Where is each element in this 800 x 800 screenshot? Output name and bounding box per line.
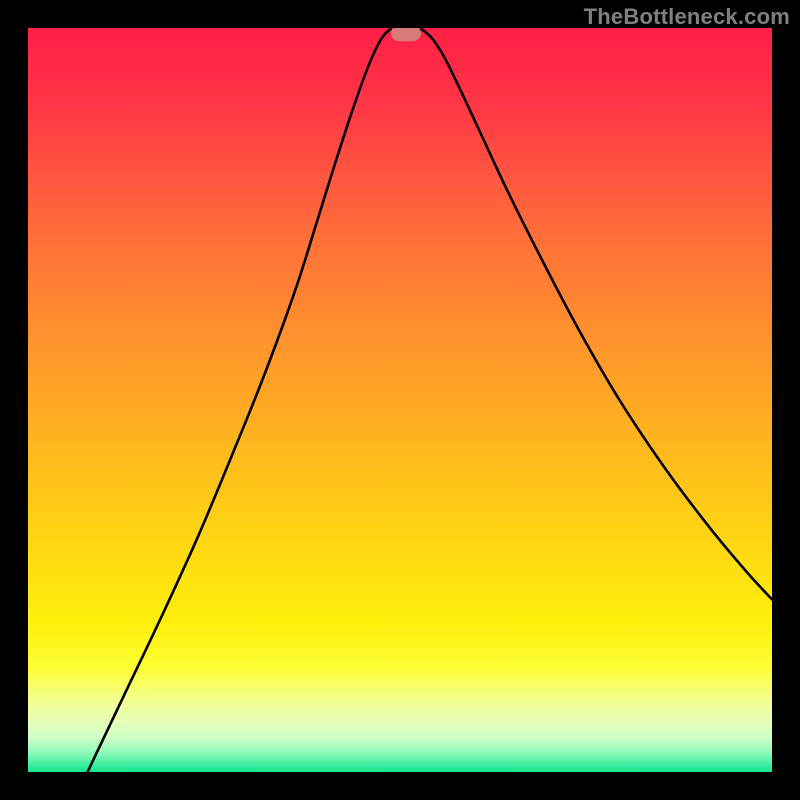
bottleneck-chart: [28, 28, 772, 772]
outer-frame: TheBottleneck.com: [0, 0, 800, 800]
optimal-point-marker: [391, 28, 421, 41]
watermark-text: TheBottleneck.com: [584, 4, 790, 30]
